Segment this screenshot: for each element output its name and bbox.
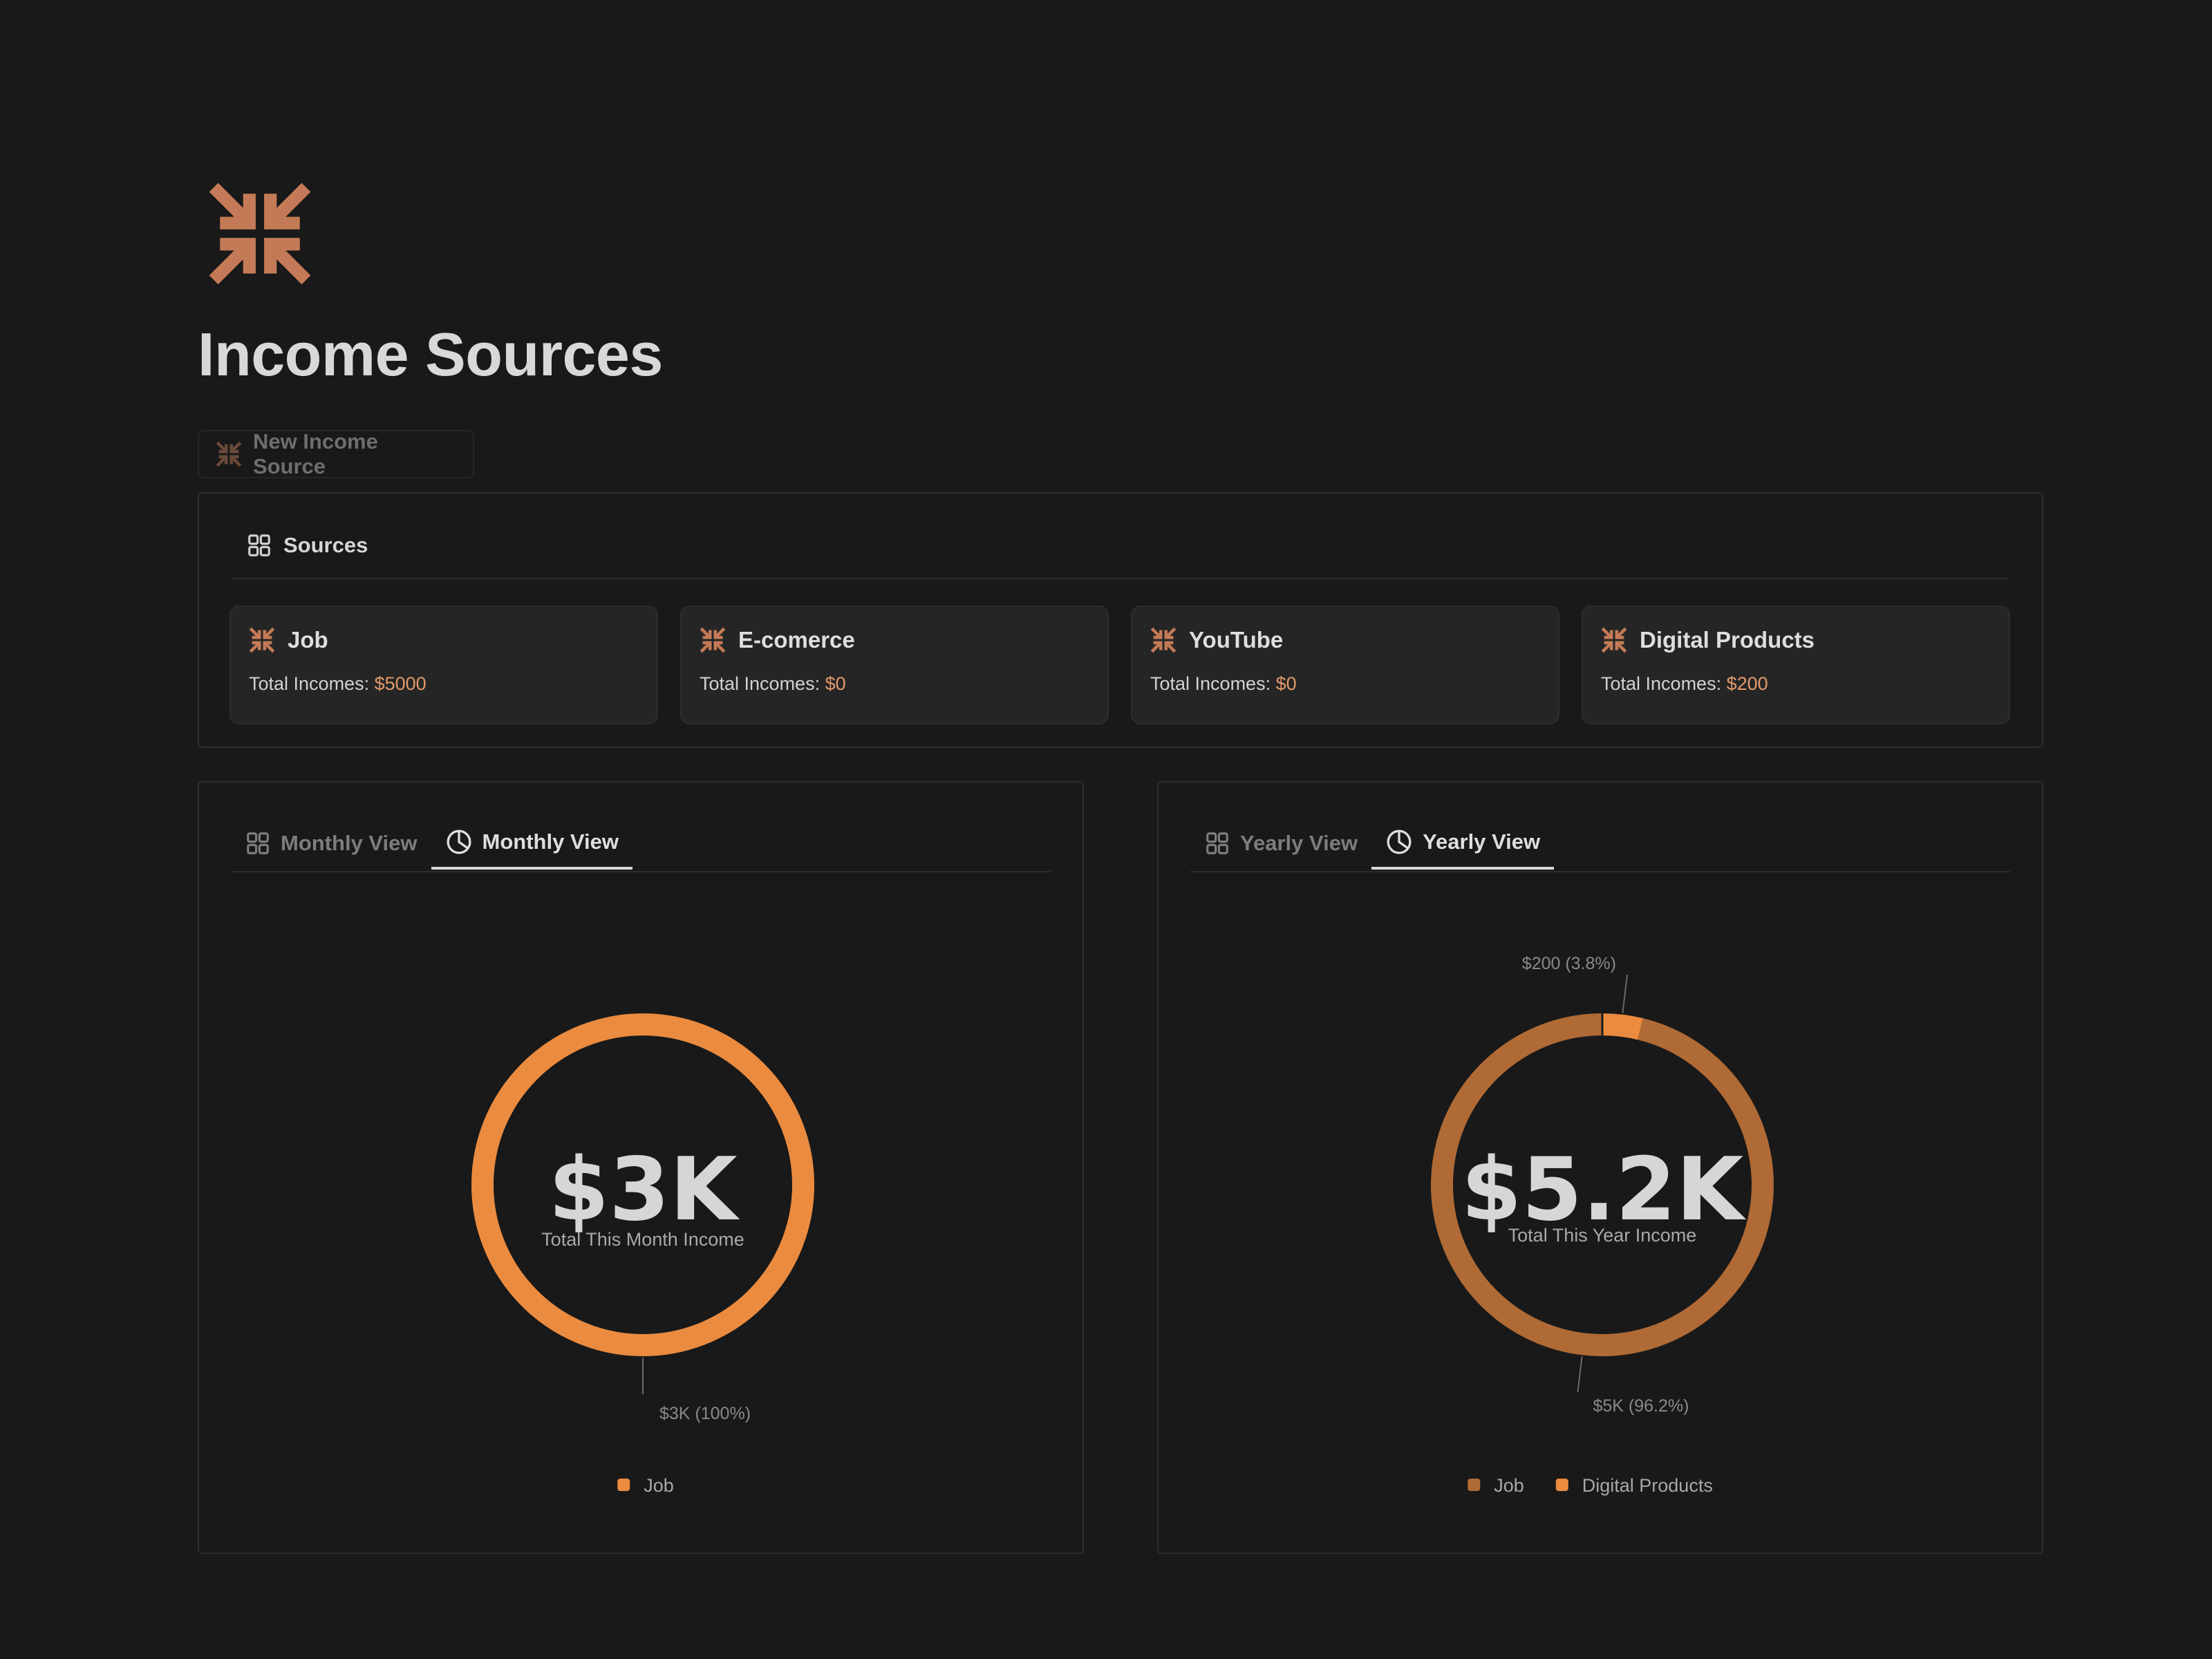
legend-swatch [1468,1479,1481,1491]
source-card-name: Job [288,627,328,653]
source-card-prefix: Total Incomes: [700,673,825,694]
arrows-collapse-icon [700,627,726,653]
tab-label: Monthly View [281,831,418,855]
tab-yearly-chart[interactable]: Yearly View [1371,817,1555,870]
source-card-ecommerce[interactable]: E-comerce Total Incomes: $0 [680,606,1109,724]
source-card-name: YouTube [1189,627,1284,653]
legend-item-label[interactable]: Job [1494,1475,1524,1496]
slice-leader-line [1577,1356,1583,1393]
source-card-amount: $5000 [374,673,427,694]
arrows-collapse-icon [216,441,242,467]
new-income-source-label: New Income Source [252,429,378,478]
tab-label: Yearly View [1423,830,1541,854]
source-card-prefix: Total Incomes: [249,673,375,694]
source-card-amount: $0 [825,673,846,694]
donut-center-label: Total This Month Income [541,1229,744,1250]
arrows-collapse-icon [207,181,312,286]
source-card-job[interactable]: Job Total Incomes: $5000 [229,606,658,724]
legend-item-label[interactable]: Digital Products [1582,1475,1713,1496]
donut-center-value: $5.2K [1461,1138,1747,1240]
source-card-prefix: Total Incomes: [1601,673,1727,694]
donut-slice-job[interactable] [471,1013,814,1356]
new-income-source-button[interactable]: New Income Source [198,429,474,478]
legend-item-label[interactable]: Job [644,1475,674,1496]
tab-monthly-gallery[interactable]: Monthly View [231,817,431,870]
arrows-collapse-icon [1601,627,1627,653]
donut-slice-digital-products[interactable] [1602,1013,1643,1040]
slice-leader-line [1622,975,1628,1013]
gallery-icon [245,830,271,856]
tab-label: Monthly View [482,830,619,854]
sources-tab[interactable]: Sources [231,531,2009,579]
gallery-icon [1204,830,1230,856]
source-card-name: E-comerce [738,627,855,653]
slice-label: $200 (3.8%) [1522,954,1616,973]
slice-label: $3K (100%) [659,1404,751,1423]
slice-label: $5K (96.2%) [1593,1396,1689,1416]
yearly-tabs: Yearly View Yearly View [1190,817,2010,872]
source-card-youtube[interactable]: YouTube Total Incomes: $0 [1131,606,1559,724]
donut-slice-job[interactable] [1431,1013,1774,1356]
sources-view: Sources Job Total Incomes: $5000 E-comer… [198,492,2043,748]
source-card-prefix: Total Incomes: [1150,673,1276,694]
donut-center-value: $3K [549,1138,740,1240]
pie-chart-icon [445,828,473,856]
pie-chart-icon [1385,828,1413,856]
sources-tab-label: Sources [283,533,368,557]
tab-yearly-gallery[interactable]: Yearly View [1190,817,1371,870]
source-card-amount: $200 [1726,673,1768,694]
yearly-panel: $5K (96.2%) $200 (3.8%) $5.2K Total This Ye… [1157,781,2043,1554]
monthly-tabs: Monthly View Monthly View [231,817,1051,872]
tab-monthly-chart[interactable]: Monthly View [431,817,633,870]
source-card-name: Digital Products [1640,627,1815,653]
source-cards: Job Total Incomes: $5000 E-comerce Total… [229,606,2010,724]
monthly-panel: $3K (100%) $3K Total This Month Income Job … [198,781,1084,1554]
source-card-digital-products[interactable]: Digital Products Total Incomes: $200 [1582,606,2010,724]
arrows-collapse-icon [249,627,275,653]
legend-swatch [617,1479,630,1491]
legend-swatch [1555,1479,1568,1491]
tab-label: Yearly View [1240,831,1358,855]
page-title: Income Sources [198,320,663,388]
donut-center-label: Total This Year Income [1508,1225,1697,1246]
source-card-amount: $0 [1275,673,1297,694]
gallery-icon [246,532,272,559]
arrows-collapse-icon [1150,627,1177,653]
